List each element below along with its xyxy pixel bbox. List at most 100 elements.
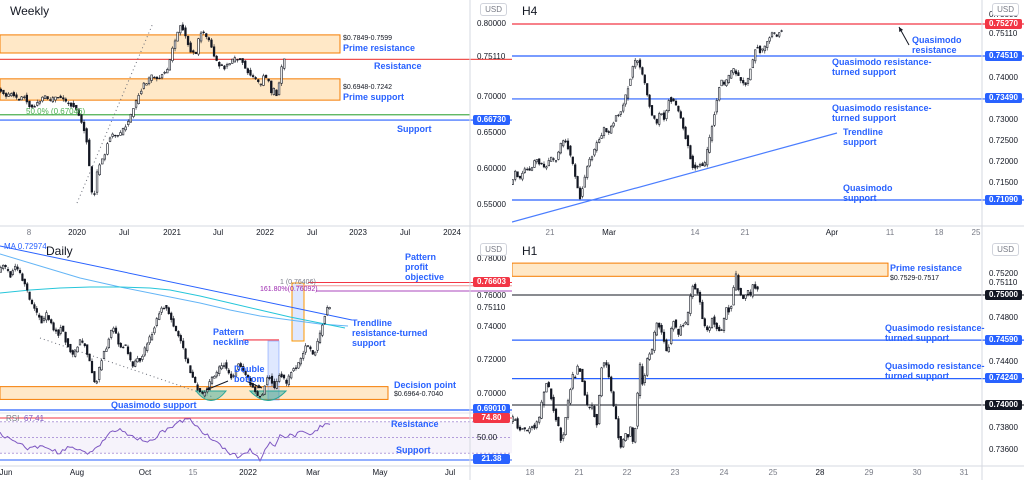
candle-body bbox=[21, 273, 24, 281]
annotation-label[interactable]: $0.6964-0.7040 bbox=[394, 391, 444, 398]
time-tick: 15 bbox=[188, 468, 198, 477]
annotation-label[interactable]: MA 0.72974 bbox=[4, 242, 47, 251]
annotation-label[interactable]: 1 (0.76406) bbox=[280, 279, 316, 286]
candle-body bbox=[648, 94, 651, 107]
candle-body bbox=[64, 98, 68, 102]
candle-body bbox=[626, 434, 630, 438]
annotation-label[interactable]: Quasimodo support bbox=[111, 400, 197, 410]
prime-resistance-zone[interactable] bbox=[512, 262, 889, 277]
candle-body bbox=[146, 343, 149, 351]
annotation-label[interactable]: Prime resistance bbox=[890, 263, 963, 273]
annotation-label[interactable]: Double bottom bbox=[234, 364, 265, 385]
prime-support-zone[interactable] bbox=[0, 78, 341, 101]
candle-body bbox=[249, 377, 252, 386]
decision-point-zone[interactable] bbox=[0, 386, 389, 400]
candle-body bbox=[763, 45, 766, 52]
candle-body bbox=[220, 365, 223, 370]
annotation-label[interactable]: Decision point bbox=[394, 380, 457, 390]
candle-body bbox=[583, 176, 586, 188]
candle-body bbox=[562, 434, 565, 439]
dotted-trendline[interactable] bbox=[39, 337, 214, 398]
price-badge: 0.74000 bbox=[985, 399, 1022, 410]
chart-canvas-daily[interactable] bbox=[0, 240, 512, 480]
time-tick: 8 bbox=[26, 228, 32, 237]
candle-body bbox=[302, 353, 305, 359]
annotation-label[interactable]: Trendline support bbox=[843, 127, 884, 148]
candle-body bbox=[134, 100, 138, 108]
candle-body bbox=[231, 58, 234, 64]
candle-body bbox=[602, 127, 606, 136]
annotation-label[interactable]: 50.0% (0.67046) bbox=[26, 107, 86, 116]
annotation-label[interactable]: Prime resistance bbox=[343, 43, 416, 53]
annotation-label[interactable]: $0.7849-0.7599 bbox=[343, 35, 393, 42]
annotation-label[interactable]: Prime support bbox=[343, 92, 405, 102]
time-tick: 11 bbox=[885, 228, 895, 237]
candle-body bbox=[23, 96, 26, 98]
annotation-label[interactable]: Support bbox=[397, 124, 432, 134]
ma-blue[interactable] bbox=[0, 253, 349, 327]
candle-body bbox=[28, 291, 31, 300]
chart-canvas-weekly[interactable] bbox=[0, 0, 512, 240]
annotation-label[interactable]: 67.41 bbox=[24, 414, 45, 423]
candle-body bbox=[701, 163, 704, 167]
ma-cyan[interactable] bbox=[0, 286, 346, 329]
annotation-label[interactable]: Pattern profit objective bbox=[405, 252, 445, 283]
annotation-label[interactable]: Resistance bbox=[391, 419, 439, 429]
candle-body bbox=[593, 149, 596, 156]
candle-body bbox=[262, 75, 265, 86]
annotation-label[interactable]: $0.7529-0.7517 bbox=[890, 275, 940, 282]
dotted-trendline[interactable] bbox=[76, 22, 154, 204]
annotation-label[interactable]: Quasimodo resistance- turned support bbox=[832, 103, 932, 124]
candle-body bbox=[610, 376, 613, 392]
bottom-arc-1[interactable] bbox=[248, 390, 288, 401]
annotation-label[interactable]: Pattern neckline bbox=[213, 327, 250, 348]
candle-body bbox=[136, 358, 139, 363]
candle-body bbox=[82, 121, 86, 132]
measurement-box-1[interactable] bbox=[291, 282, 305, 342]
candle-body bbox=[155, 76, 159, 80]
candle-body bbox=[538, 158, 541, 165]
candle-body bbox=[547, 160, 550, 167]
panel-title-daily: Daily bbox=[46, 244, 73, 258]
candle-body bbox=[210, 39, 213, 48]
annotation-label[interactable]: Resistance bbox=[374, 61, 422, 71]
annotation-label[interactable]: Quasimodo resistance bbox=[912, 35, 962, 56]
annotation-label[interactable]: 161.80%(0.76092) bbox=[260, 286, 318, 293]
candle-body bbox=[17, 98, 21, 101]
annotation-label[interactable]: $0.6948-0.7242 bbox=[343, 84, 393, 91]
candle-body bbox=[40, 315, 43, 324]
candle-body bbox=[670, 97, 673, 102]
annotation-label[interactable]: Quasimodo support bbox=[843, 183, 893, 204]
candle-body bbox=[238, 58, 242, 61]
candle-body bbox=[64, 331, 67, 343]
annotation-label[interactable]: RSI bbox=[6, 414, 20, 423]
candle-body bbox=[72, 102, 75, 108]
prime-resistance-zone[interactable] bbox=[0, 34, 341, 54]
candle-body bbox=[554, 160, 558, 162]
candle-body bbox=[696, 288, 699, 294]
annotation-label[interactable]: Quasimodo resistance- turned support bbox=[885, 323, 985, 344]
annotation-label[interactable]: Quasimodo resistance- turned support bbox=[832, 57, 932, 78]
price-tick: 0.71500 bbox=[989, 178, 1018, 188]
candle-body bbox=[254, 77, 257, 80]
candle-body bbox=[665, 110, 668, 120]
candle-body bbox=[703, 162, 706, 167]
chart-canvas-h1[interactable] bbox=[512, 240, 1024, 480]
candle-body bbox=[36, 102, 39, 106]
candle-body bbox=[578, 368, 582, 372]
candle-body bbox=[646, 83, 649, 96]
candle-body bbox=[236, 59, 239, 61]
annotation-label[interactable]: Trendline resistance-turned support bbox=[352, 318, 428, 349]
candle-body bbox=[207, 37, 211, 41]
candle-body bbox=[521, 172, 524, 180]
trendline-support[interactable] bbox=[512, 132, 838, 223]
candle-body bbox=[126, 346, 130, 354]
candle-body bbox=[600, 135, 603, 139]
candle-body bbox=[605, 362, 608, 366]
candle-body bbox=[114, 327, 118, 334]
trendline-resistance[interactable] bbox=[0, 245, 353, 321]
panel-title-h4: H4 bbox=[522, 4, 538, 18]
annotation-label[interactable]: Support bbox=[396, 445, 431, 455]
annotation-label[interactable]: Quasimodo resistance- turned support bbox=[885, 361, 985, 382]
chart-canvas-h4[interactable] bbox=[512, 0, 1024, 240]
